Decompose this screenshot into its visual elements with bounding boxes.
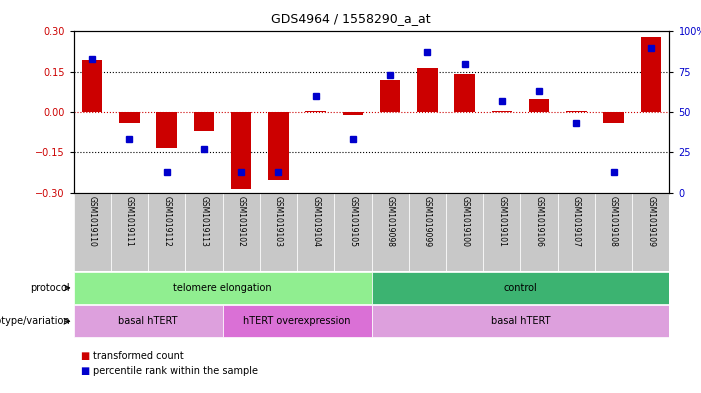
Bar [372,305,669,337]
Bar [193,112,215,131]
Text: GSM1019100: GSM1019100 [460,196,469,248]
Text: GSM1019107: GSM1019107 [572,196,581,248]
Text: telomere elongation: telomere elongation [173,283,272,293]
Bar [260,193,297,271]
Bar [632,193,669,271]
Bar [185,193,222,271]
Bar [306,111,326,112]
Bar [74,193,111,271]
Bar [558,193,595,271]
Bar [334,193,372,271]
Text: hTERT overexpression: hTERT overexpression [243,316,350,326]
Text: ■: ■ [81,351,93,361]
Text: GSM1019101: GSM1019101 [498,196,506,247]
Bar [491,111,512,112]
Text: GSM1019099: GSM1019099 [423,196,432,248]
Bar [529,99,550,112]
Bar [641,37,661,112]
Bar [566,111,587,112]
Text: GSM1019110: GSM1019110 [88,196,97,247]
Bar [595,193,632,271]
Text: GSM1019105: GSM1019105 [348,196,358,248]
Bar [148,193,185,271]
Bar [268,112,289,180]
Bar [231,112,252,189]
Bar [222,305,372,337]
Text: genotype/variation: genotype/variation [0,316,70,326]
Text: GSM1019102: GSM1019102 [237,196,245,247]
Text: GSM1019113: GSM1019113 [200,196,208,247]
Bar [380,80,400,112]
Text: GSM1019098: GSM1019098 [386,196,395,248]
Bar [156,112,177,148]
Bar [74,272,372,304]
Text: GSM1019106: GSM1019106 [535,196,543,248]
Text: GSM1019109: GSM1019109 [646,196,655,248]
Text: control: control [503,283,538,293]
Bar [343,112,363,115]
Bar [82,60,102,112]
Text: ■: ■ [81,366,93,376]
Bar [74,305,223,337]
Bar [409,193,446,271]
Text: basal hTERT: basal hTERT [118,316,178,326]
Bar [483,193,520,271]
Text: GSM1019108: GSM1019108 [609,196,618,247]
Text: GSM1019111: GSM1019111 [125,196,134,247]
Bar [297,193,334,271]
Bar [520,193,558,271]
Text: basal hTERT: basal hTERT [491,316,550,326]
Text: protocol: protocol [30,283,70,293]
Text: GDS4964 / 1558290_a_at: GDS4964 / 1558290_a_at [271,12,430,25]
Text: GSM1019112: GSM1019112 [162,196,171,247]
Bar [111,193,148,271]
Text: GSM1019103: GSM1019103 [274,196,283,248]
Text: percentile rank within the sample: percentile rank within the sample [93,366,258,376]
Bar [222,193,260,271]
Text: transformed count: transformed count [93,351,184,361]
Bar [372,272,669,304]
Bar [417,68,437,112]
Bar [604,112,624,123]
Bar [372,193,409,271]
Bar [119,112,139,123]
Bar [446,193,483,271]
Text: GSM1019104: GSM1019104 [311,196,320,248]
Bar [454,74,475,112]
